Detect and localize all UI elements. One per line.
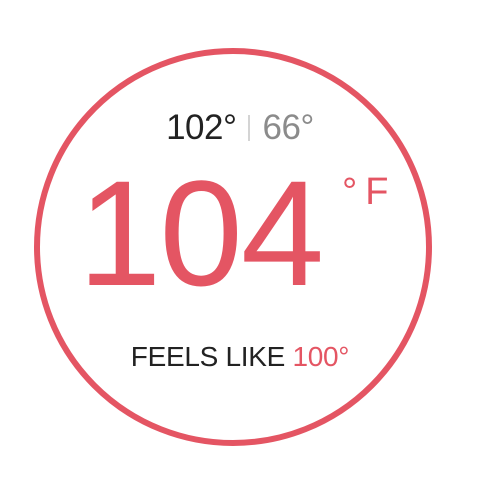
feels-like-row: FEELS LIKE 100° [0, 340, 480, 374]
temperature-ring [34, 48, 432, 446]
low-temperature: 66° [262, 108, 314, 147]
unit-letter: F [365, 171, 389, 213]
high-low-divider [248, 115, 251, 141]
high-low-row: 102° 66° [0, 108, 480, 148]
current-temperature: 104 [78, 149, 324, 317]
feels-like-label: FEELS LIKE [130, 341, 285, 372]
temperature-unit: ° F [342, 172, 388, 212]
feels-like-value: 100° [292, 341, 350, 372]
high-temperature: 102° [166, 108, 237, 147]
degree-symbol: ° [342, 171, 358, 213]
